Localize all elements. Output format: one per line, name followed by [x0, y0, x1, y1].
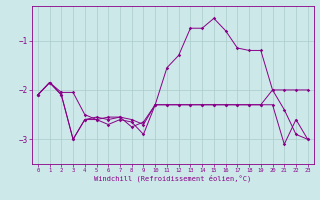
- X-axis label: Windchill (Refroidissement éolien,°C): Windchill (Refroidissement éolien,°C): [94, 175, 252, 182]
